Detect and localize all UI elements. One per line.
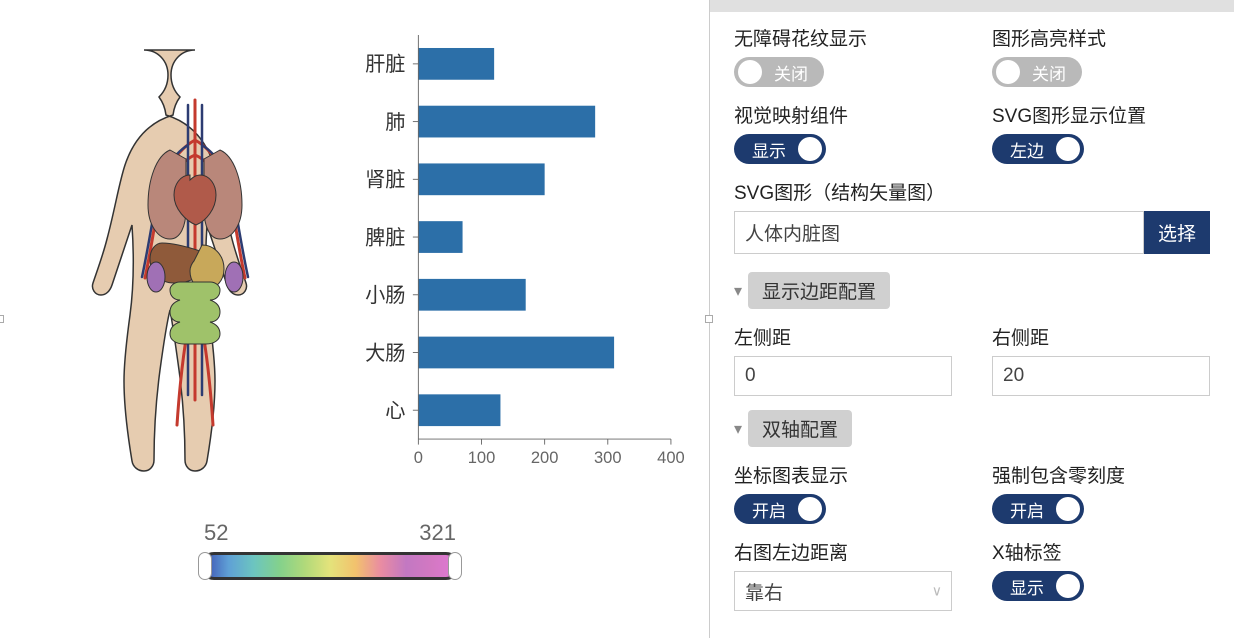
- bar: [418, 221, 462, 253]
- margin-left-input[interactable]: [734, 356, 952, 396]
- y-axis-label: 肝脏: [365, 53, 405, 76]
- svg-select-button[interactable]: 选择: [1144, 211, 1210, 254]
- section-dualaxis-title: 双轴配置: [748, 410, 852, 447]
- x-axis-label: 0: [414, 448, 423, 467]
- x-axis-label: 400: [657, 448, 685, 467]
- bar: [418, 337, 614, 369]
- y-axis-label: 小肠: [365, 284, 405, 307]
- svg-graphic-input[interactable]: [734, 211, 1144, 254]
- section-margin-title: 显示边距配置: [748, 272, 890, 309]
- bar: [418, 106, 595, 138]
- bar: [418, 279, 525, 311]
- force-zero-toggle[interactable]: 开启: [992, 494, 1084, 524]
- chart-display-toggle[interactable]: 开启: [734, 494, 826, 524]
- accessibility-pattern-label: 无障碍花纹显示: [734, 24, 952, 51]
- svg-position-label: SVG图形显示位置: [992, 101, 1210, 128]
- force-zero-label: 强制包含零刻度: [992, 461, 1210, 488]
- svg-graphic-label: SVG图形（结构矢量图）: [734, 178, 1210, 205]
- bar: [418, 48, 494, 80]
- bar: [418, 394, 500, 426]
- x-axis-label: 100: [468, 448, 496, 467]
- x-axis-label-label: X轴标签: [992, 538, 1210, 565]
- margin-right-label: 右侧距: [992, 323, 1210, 350]
- resize-handle-left[interactable]: [0, 315, 4, 323]
- y-axis-label: 肺: [385, 112, 405, 134]
- y-axis-label: 肾脏: [365, 169, 405, 192]
- margin-right-input[interactable]: [992, 356, 1210, 396]
- section-dualaxis-header[interactable]: ▾ 双轴配置: [734, 410, 1210, 447]
- chart-display-label: 坐标图表显示: [734, 461, 952, 488]
- colormap-handle-left[interactable]: [198, 552, 212, 580]
- x-axis-label-toggle[interactable]: 显示: [992, 571, 1084, 601]
- right-left-distance-select[interactable]: [734, 571, 952, 611]
- visualmap-toggle[interactable]: 显示: [734, 134, 826, 164]
- y-axis-label: 心: [385, 401, 405, 423]
- section-margin-header[interactable]: ▾ 显示边距配置: [734, 272, 1210, 309]
- colormap-legend[interactable]: 52 321: [200, 520, 460, 580]
- colormap-handle-right[interactable]: [448, 552, 462, 580]
- preview-pane: 肝脏肺肾脏脾脏小肠大肠心 0 100 200 300 400 52 321: [0, 0, 710, 638]
- chevron-down-icon: ▾: [734, 281, 742, 301]
- accessibility-pattern-toggle[interactable]: 关闭: [734, 57, 824, 87]
- human-body-illustration: [90, 45, 300, 475]
- bar: [418, 163, 544, 195]
- x-axis-label: 300: [594, 448, 622, 467]
- colormap-max-label: 321: [419, 520, 456, 546]
- highlight-style-label: 图形高亮样式: [992, 24, 1210, 51]
- resize-handle-right[interactable]: [705, 315, 713, 323]
- settings-panel: 无障碍花纹显示 关闭 图形高亮样式 关闭 视觉映射组件 显示 SVG图形显示位置…: [710, 0, 1234, 638]
- organ-bar-chart: 肝脏肺肾脏脾脏小肠大肠心 0 100 200 300 400: [330, 35, 695, 485]
- chevron-down-icon: ▾: [734, 419, 742, 439]
- svg-position-toggle[interactable]: 左边: [992, 134, 1084, 164]
- y-axis-label: 大肠: [365, 342, 405, 365]
- colormap-min-label: 52: [204, 520, 228, 546]
- colormap-bar[interactable]: [200, 552, 460, 580]
- visualmap-label: 视觉映射组件: [734, 101, 952, 128]
- x-axis-label: 200: [531, 448, 559, 467]
- margin-left-label: 左侧距: [734, 323, 952, 350]
- highlight-style-toggle[interactable]: 关闭: [992, 57, 1082, 87]
- y-axis-label: 脾脏: [365, 226, 405, 249]
- right-left-distance-label: 右图左边距离: [734, 538, 952, 565]
